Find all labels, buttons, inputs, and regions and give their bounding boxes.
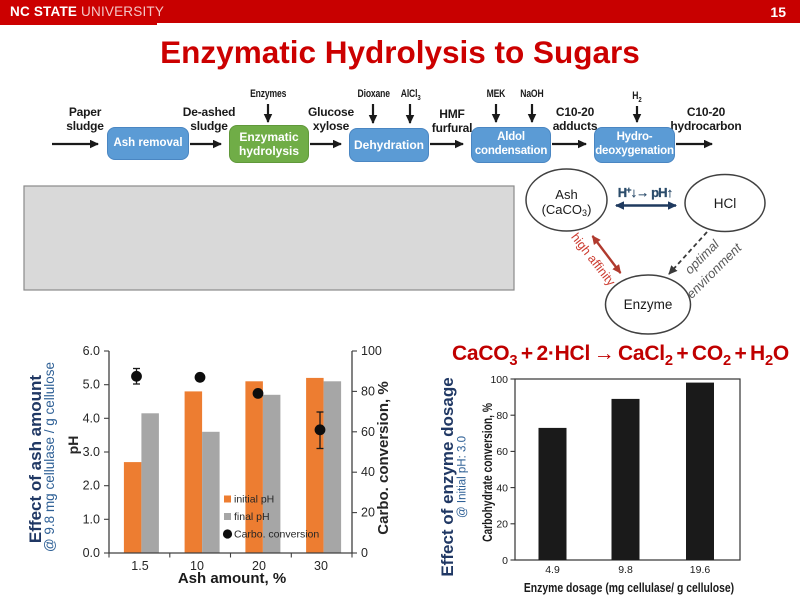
svg-text:Carbo. conversion: Carbo. conversion bbox=[234, 529, 319, 541]
svg-text:80: 80 bbox=[361, 384, 375, 398]
svg-text:1.5: 1.5 bbox=[131, 559, 148, 573]
svg-text:Ash amount, %: Ash amount, % bbox=[178, 570, 286, 587]
svg-text:initial pH: initial pH bbox=[234, 494, 274, 506]
svg-text:Effect of ash amount: Effect of ash amount bbox=[26, 375, 45, 543]
svg-text:4.0: 4.0 bbox=[83, 411, 100, 425]
svg-text:2.0: 2.0 bbox=[83, 479, 100, 493]
svg-text:9.8: 9.8 bbox=[618, 564, 633, 576]
svg-text:H+↓→ pH↑: H+↓→ pH↑ bbox=[618, 185, 672, 200]
svg-text:6.0: 6.0 bbox=[83, 344, 100, 358]
svg-text:Enzyme: Enzyme bbox=[624, 297, 673, 312]
svg-text:3.0: 3.0 bbox=[83, 445, 100, 459]
svg-text:40: 40 bbox=[361, 465, 375, 479]
svg-text:pH: pH bbox=[65, 436, 81, 455]
svg-text:Effect of enzyme dosage: Effect of enzyme dosage bbox=[438, 377, 457, 576]
svg-text:19.6: 19.6 bbox=[690, 564, 711, 576]
svg-text:0.0: 0.0 bbox=[83, 546, 100, 560]
svg-text:HCl: HCl bbox=[714, 196, 737, 211]
svg-text:100: 100 bbox=[490, 374, 508, 386]
svg-text:5.0: 5.0 bbox=[83, 378, 100, 392]
svg-text:@ 9.8 mg cellulase / g cellulo: @ 9.8 mg cellulase / g cellulose bbox=[42, 362, 57, 552]
svg-text:20: 20 bbox=[496, 519, 508, 531]
svg-text:@ Initial pH: 3.0: @ Initial pH: 3.0 bbox=[457, 436, 469, 518]
svg-text:20: 20 bbox=[252, 559, 266, 573]
svg-text:100: 100 bbox=[361, 344, 382, 358]
svg-text:30: 30 bbox=[314, 559, 328, 573]
svg-text:20: 20 bbox=[361, 506, 375, 520]
svg-text:(CaCO3): (CaCO3) bbox=[542, 202, 592, 218]
svg-text:60: 60 bbox=[361, 425, 375, 439]
svg-text:Ash: Ash bbox=[555, 187, 577, 202]
svg-text:10: 10 bbox=[190, 559, 204, 573]
svg-text:final pH: final pH bbox=[234, 511, 270, 523]
svg-text:80: 80 bbox=[496, 410, 508, 422]
svg-text:1.0: 1.0 bbox=[83, 512, 100, 526]
svg-text:40: 40 bbox=[496, 482, 508, 494]
svg-text:Enzyme dosage (mg cellulase/ g: Enzyme dosage (mg cellulase/ g cellulose… bbox=[524, 581, 734, 595]
svg-text:0: 0 bbox=[361, 546, 368, 560]
svg-text:Carbohydrate conversion, %: Carbohydrate conversion, % bbox=[480, 403, 496, 542]
svg-text:Carbo. conversion, %: Carbo. conversion, % bbox=[375, 381, 392, 534]
svg-text:4.9: 4.9 bbox=[545, 564, 560, 576]
svg-text:60: 60 bbox=[496, 446, 508, 458]
svg-text:0: 0 bbox=[502, 555, 508, 567]
